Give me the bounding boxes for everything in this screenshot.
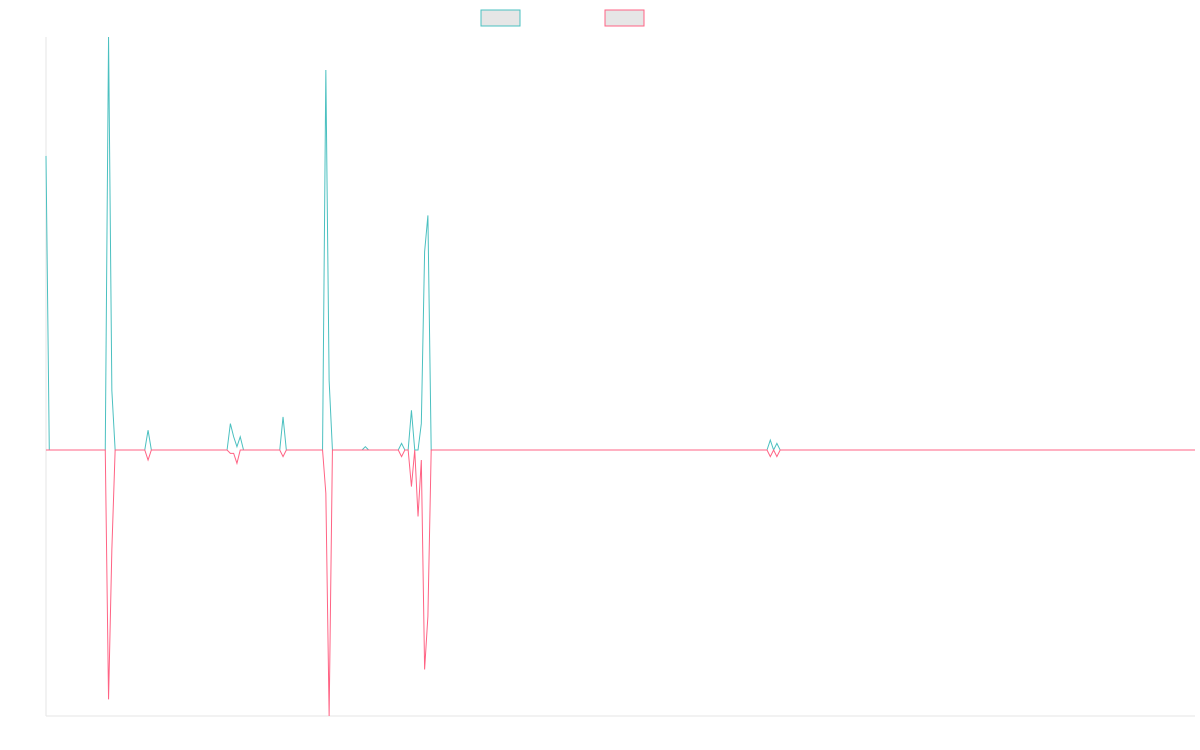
axes	[45, 37, 1195, 717]
legend-swatch-series-2[interactable]	[604, 9, 645, 27]
series-line-1	[45, 36, 1195, 452]
series-layer	[45, 36, 1195, 717]
legend	[480, 9, 645, 27]
series-line-2	[46, 448, 1195, 717]
legend-swatch-series-1[interactable]	[480, 9, 521, 27]
